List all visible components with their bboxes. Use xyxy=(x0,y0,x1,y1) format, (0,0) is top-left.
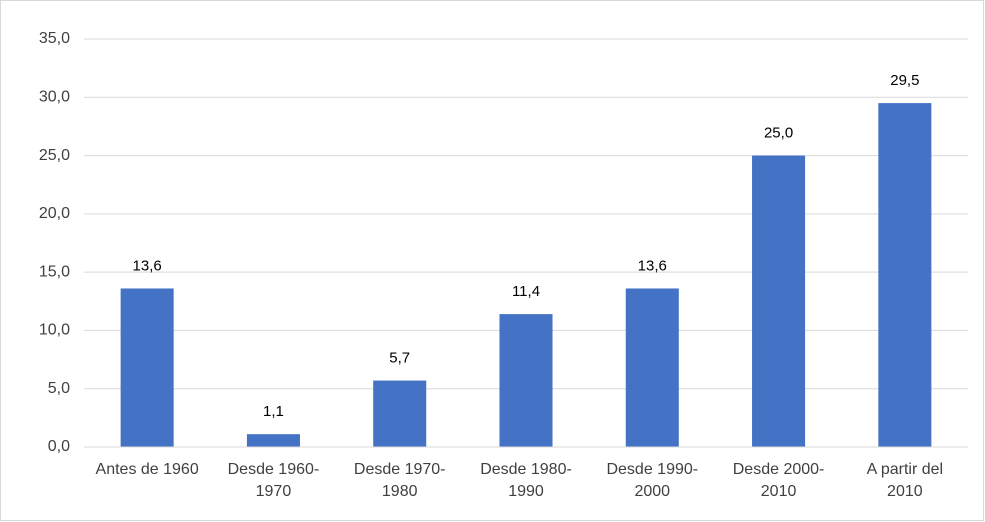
y-tick-label: 5,0 xyxy=(48,380,70,397)
data-label: 13,6 xyxy=(638,257,667,274)
bar xyxy=(499,314,553,447)
x-tick-label: Desde 1980-1990 xyxy=(480,461,572,500)
bar xyxy=(625,288,679,447)
y-tick-label: 35,0 xyxy=(39,30,70,47)
bar xyxy=(373,380,427,447)
data-label: 25,0 xyxy=(764,125,793,142)
x-tick-label: A partir del 2010 xyxy=(867,461,943,500)
x-tick-label: Desde 1990-2000 xyxy=(606,461,698,500)
bar xyxy=(878,103,932,447)
y-tick-label: 15,0 xyxy=(39,263,70,280)
bar xyxy=(752,155,806,448)
x-tick-label: Antes de 1960 xyxy=(96,461,199,478)
x-tick-label: Desde 1970-1980 xyxy=(354,461,446,500)
y-tick-label: 20,0 xyxy=(39,205,70,222)
bar xyxy=(246,434,300,447)
data-label: 29,5 xyxy=(890,72,919,89)
y-tick-label: 30,0 xyxy=(39,89,70,106)
y-tick-label: 10,0 xyxy=(39,322,70,339)
data-label: 11,4 xyxy=(512,283,540,300)
bar xyxy=(120,288,174,447)
data-label: 13,6 xyxy=(133,257,162,274)
x-tick-label: Desde 1960-1970 xyxy=(228,461,320,500)
data-label: 1,1 xyxy=(263,403,284,420)
y-tick-label: 0,0 xyxy=(48,438,70,455)
y-tick-label: 25,0 xyxy=(39,147,70,164)
data-label: 5,7 xyxy=(389,350,410,367)
x-tick-label: Desde 2000-2010 xyxy=(733,461,825,500)
